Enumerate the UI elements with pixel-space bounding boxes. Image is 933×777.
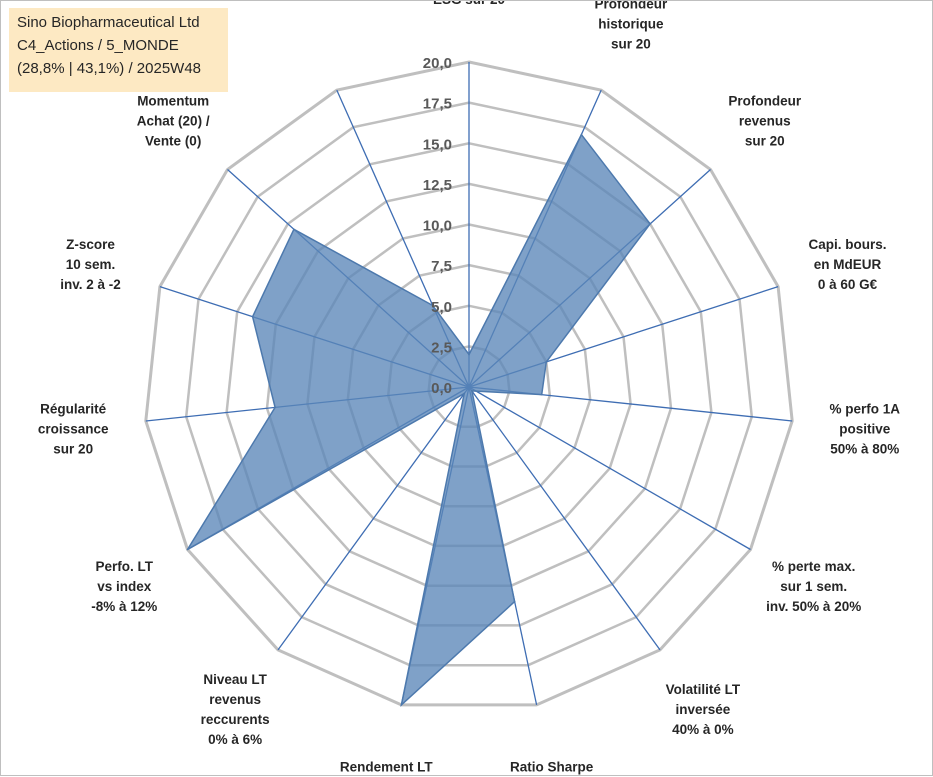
tick-label-3: 7,5 xyxy=(431,258,452,275)
axis-spoke-6 xyxy=(468,386,661,651)
axis-label-7: Ratio Sharpe0 à 1 xyxy=(510,759,594,777)
radar-series xyxy=(186,133,652,708)
data-point-8 xyxy=(400,704,403,706)
axis-spoke-9 xyxy=(277,386,470,651)
data-point-6 xyxy=(471,390,473,392)
axis-label-10: Perfo. LT vs index -8% à 12% xyxy=(91,559,157,614)
axis-label-0: NoteESG sur 20 xyxy=(433,1,505,7)
axis-label-3: Capi. bours. en MdEUR 0 à 60 G€ xyxy=(808,237,886,292)
axis-label-1: Profondeur historique sur 20 xyxy=(595,1,668,51)
data-point-7 xyxy=(513,600,516,603)
axis-spoke-5 xyxy=(468,386,751,551)
tick-label-4: 10,0 xyxy=(423,218,452,235)
tick-label-5: 12,5 xyxy=(423,177,452,194)
data-point-5 xyxy=(475,390,477,392)
company-name: Sino Biopharmaceutical Ltd xyxy=(17,14,200,31)
data-point-9 xyxy=(463,392,466,395)
data-point-4 xyxy=(540,393,543,396)
score-and-week: (28,8% | 43,1%) / 2025W48 xyxy=(17,60,201,77)
series-area xyxy=(186,133,652,708)
data-point-1 xyxy=(580,133,583,136)
portfolio-category: C4_Actions / 5_MONDE xyxy=(17,37,179,54)
radial-tick-labels: 0,0 2,5 5,0 7,5 10,0 12,5 15,0 17,5 20,0 xyxy=(423,55,452,397)
axis-label-9: Niveau LT revenus reccurents 0% à 6% xyxy=(201,672,270,747)
data-point-14 xyxy=(431,304,434,307)
axis-label-2: Profondeur revenus sur 20 xyxy=(728,94,801,149)
data-point-0 xyxy=(468,353,470,356)
tick-label-1: 2,5 xyxy=(431,339,452,356)
tick-label-8: 20,0 xyxy=(423,55,452,72)
axis-label-5: % perte max. sur 1 sem. inv. 50% à 20% xyxy=(766,559,861,614)
grid-ring-8 xyxy=(144,60,794,707)
tick-label-0: 0,0 xyxy=(431,380,452,397)
grid-ring-7 xyxy=(184,101,754,667)
axis-label-8: Rendement LT0% à 20% xyxy=(340,759,434,777)
axis-label-11: Régularité croissance sur 20 xyxy=(38,402,109,457)
tick-label-6: 15,0 xyxy=(423,136,452,153)
axis-label-6: Volatilité LT inversée 40% à 0% xyxy=(666,682,741,737)
data-point-12 xyxy=(251,315,254,318)
axis-label-4: % perfo 1A positive 50% à 80% xyxy=(830,402,901,457)
data-point-10 xyxy=(186,548,189,551)
axis-label-12: Z-score 10 sem. inv. 2 à -2 xyxy=(60,237,121,292)
data-point-11 xyxy=(274,406,276,409)
axis-label-13: Momentum Achat (20) / Vente (0) xyxy=(137,94,210,149)
data-point-13 xyxy=(293,228,295,231)
data-point-3 xyxy=(545,361,548,363)
tick-label-2: 5,0 xyxy=(431,299,452,316)
data-point-2 xyxy=(649,223,651,225)
tick-label-7: 17,5 xyxy=(423,96,452,113)
chart-title-box: Sino Biopharmaceutical Ltd C4_Actions / … xyxy=(9,8,228,92)
